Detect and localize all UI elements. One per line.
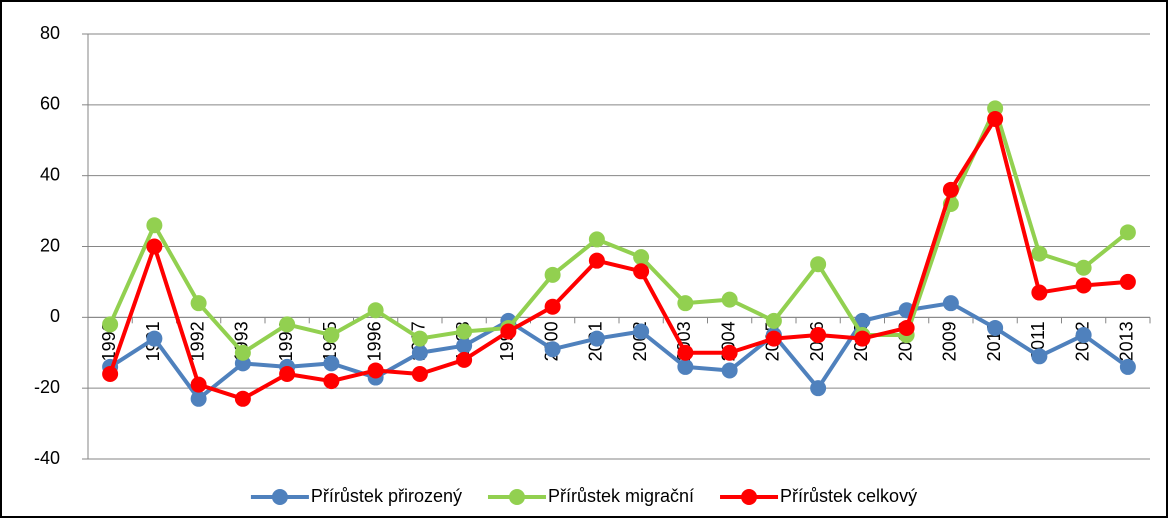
y-tick-label: 60 bbox=[40, 94, 60, 114]
y-tick-label: 0 bbox=[50, 306, 60, 326]
data-point bbox=[102, 366, 119, 382]
legend-marker bbox=[271, 489, 288, 505]
legend-marker bbox=[508, 489, 525, 505]
data-point bbox=[987, 319, 1004, 336]
data-point bbox=[146, 330, 163, 347]
data-point bbox=[367, 362, 384, 379]
y-tick-label: 40 bbox=[40, 164, 60, 184]
data-point bbox=[102, 316, 119, 333]
data-point bbox=[810, 256, 827, 273]
data-point bbox=[1119, 358, 1136, 375]
legend-label: Přírůstek migrační bbox=[548, 486, 694, 506]
x-tick-label: 1996 bbox=[364, 321, 384, 361]
y-tick-label: 20 bbox=[40, 235, 60, 255]
series-line bbox=[108, 117, 1129, 401]
data-point bbox=[765, 330, 782, 347]
data-point bbox=[367, 302, 384, 319]
data-point bbox=[500, 323, 517, 340]
data-point bbox=[279, 316, 296, 333]
data-point bbox=[190, 390, 207, 407]
data-point bbox=[411, 330, 428, 347]
data-point bbox=[190, 295, 207, 312]
data-point bbox=[633, 263, 650, 280]
data-point bbox=[633, 249, 650, 266]
data-point bbox=[544, 298, 561, 315]
data-point bbox=[588, 231, 605, 248]
data-point bbox=[1119, 224, 1136, 241]
y-tick-label: -40 bbox=[34, 448, 60, 468]
data-point bbox=[323, 327, 340, 344]
data-point bbox=[987, 111, 1004, 127]
data-point bbox=[721, 362, 738, 379]
data-point bbox=[854, 330, 871, 347]
data-point bbox=[1119, 273, 1136, 290]
data-point bbox=[146, 238, 163, 255]
data-point bbox=[677, 358, 694, 375]
legend-label: Přírůstek přirozený bbox=[311, 486, 462, 506]
data-point bbox=[323, 373, 340, 390]
data-point bbox=[456, 323, 473, 340]
legend-label: Přírůstek celkový bbox=[780, 486, 917, 506]
y-tick-label: 80 bbox=[40, 23, 60, 43]
data-point bbox=[721, 344, 738, 361]
data-point bbox=[898, 319, 915, 336]
data-point bbox=[588, 252, 605, 269]
data-point bbox=[633, 323, 650, 340]
data-point bbox=[942, 295, 959, 312]
data-point bbox=[1031, 245, 1048, 262]
legend-marker bbox=[741, 489, 758, 505]
data-point bbox=[1075, 259, 1092, 276]
data-point bbox=[544, 266, 561, 283]
data-point bbox=[456, 337, 473, 354]
x-tick-label: 1992 bbox=[187, 321, 207, 361]
data-point bbox=[1031, 284, 1048, 301]
data-point bbox=[456, 351, 473, 368]
y-tick-label: -20 bbox=[34, 377, 60, 397]
data-point bbox=[677, 344, 694, 361]
data-point bbox=[1075, 277, 1092, 294]
data-point bbox=[765, 312, 782, 329]
data-point bbox=[1075, 327, 1092, 344]
data-point bbox=[234, 344, 251, 361]
data-point bbox=[810, 327, 827, 344]
data-point bbox=[942, 181, 959, 198]
data-point bbox=[146, 217, 163, 234]
data-point bbox=[234, 390, 251, 407]
data-point bbox=[588, 330, 605, 347]
data-point bbox=[411, 366, 428, 382]
data-point bbox=[323, 355, 340, 372]
data-point bbox=[677, 295, 694, 312]
x-tick-label: 2009 bbox=[940, 321, 960, 361]
data-point bbox=[411, 344, 428, 361]
data-point bbox=[190, 376, 207, 393]
x-tick-label: 2013 bbox=[1117, 321, 1137, 361]
data-point bbox=[279, 366, 296, 382]
data-point bbox=[810, 380, 827, 397]
data-point bbox=[721, 291, 738, 308]
data-point bbox=[544, 341, 561, 358]
data-point bbox=[1031, 348, 1048, 365]
legend: Přírůstek přirozený Přírůstek migrační Pří… bbox=[250, 486, 917, 506]
